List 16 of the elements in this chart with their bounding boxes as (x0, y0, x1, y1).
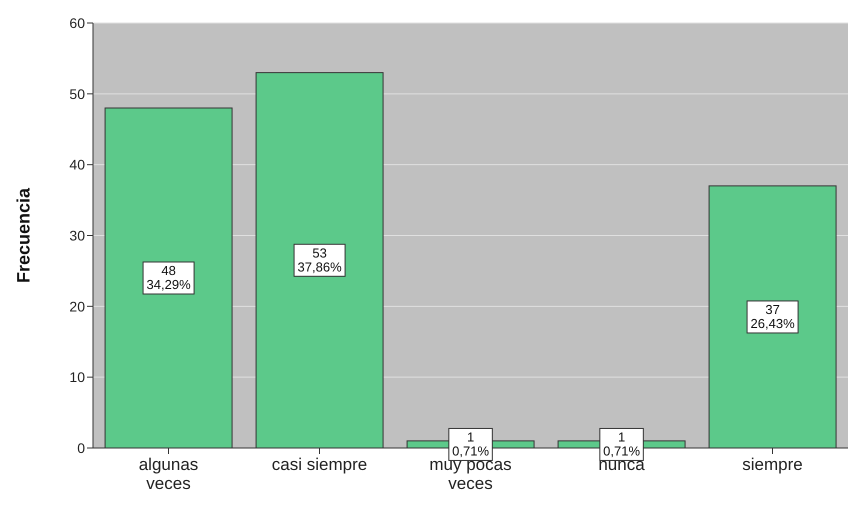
y-axis-title: Frecuencia (13, 186, 34, 284)
y-tick-label: 10 (69, 369, 86, 386)
x-tick-label: algunas veces (138, 455, 198, 493)
y-tick-label: 30 (69, 227, 86, 244)
y-tick-label: 0 (77, 440, 86, 456)
data-label: 48 34,29% (146, 263, 192, 292)
data-label: 53 37,86% (298, 245, 342, 274)
y-tick-label: 20 (69, 298, 86, 314)
x-tick-label: casi siempre (272, 455, 368, 474)
data-label: 1 0,71% (603, 429, 640, 458)
y-tick-label: 60 (69, 14, 86, 31)
y-tick-label: 40 (69, 156, 86, 173)
data-label: 37 26,43% (750, 302, 796, 331)
data-label: 1 0,71% (452, 429, 490, 458)
x-tick-label: siempre (742, 455, 803, 474)
y-tick-label: 50 (69, 86, 86, 102)
